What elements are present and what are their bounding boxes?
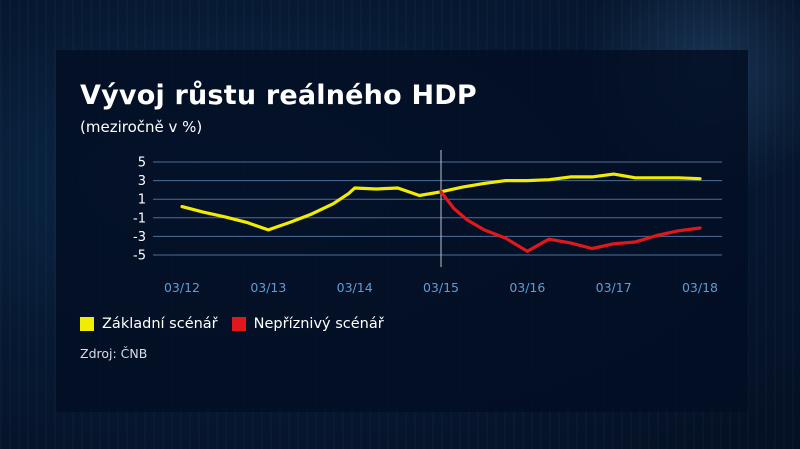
chart-subtitle: (meziročně v %) [80, 118, 203, 136]
x-tick-label-0: 03/12 [164, 280, 200, 295]
chart-panel [56, 50, 748, 412]
y-tick-label-5: -5 [133, 249, 146, 264]
x-tick-label-1: 03/13 [250, 280, 286, 295]
x-tick-label-3: 03/15 [423, 280, 459, 295]
legend-item-baseline: Základní scénář [80, 316, 218, 332]
source-note: Zdroj: ČNB [80, 346, 148, 361]
series-line-adverse [439, 190, 702, 253]
x-tick-label-6: 03/18 [682, 280, 718, 295]
legend-label-baseline: Základní scénář [102, 316, 218, 332]
y-tick-label-3: -1 [133, 211, 146, 226]
x-tick-label-4: 03/16 [509, 280, 545, 295]
legend-item-adverse: Nepříznivý scénář [231, 316, 384, 332]
y-tick-label-4: -3 [133, 230, 146, 245]
x-tick-label-2: 03/14 [337, 280, 373, 295]
x-tick-label-5: 03/17 [596, 280, 632, 295]
y-tick-label-2: 1 [138, 193, 146, 208]
y-tick-label-0: 5 [138, 156, 146, 171]
chart-legend: Základní scénář Nepříznivý scénář [80, 316, 398, 332]
legend-swatch-baseline [80, 317, 94, 331]
series-line-baseline [180, 172, 702, 232]
y-tick-label-1: 3 [138, 174, 146, 189]
legend-swatch-adverse [231, 317, 246, 331]
chart-title: Vývoj růstu reálného HDP [80, 80, 477, 111]
legend-label-adverse: Nepříznivý scénář [253, 316, 384, 332]
